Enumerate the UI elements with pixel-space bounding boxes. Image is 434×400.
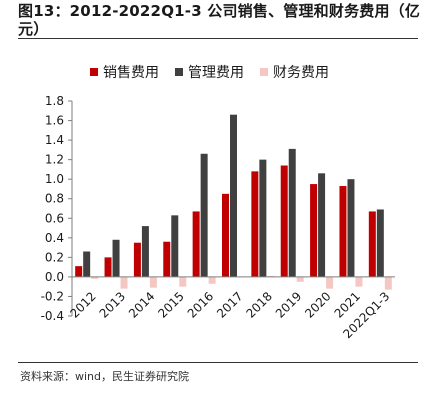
- bar-sales: [280, 165, 288, 277]
- source-note: 资料来源：wind，民生证券研究院: [20, 370, 190, 383]
- bar-admin: [318, 173, 326, 277]
- bar-sales: [192, 211, 200, 277]
- source-divider: [18, 362, 418, 363]
- legend-swatch-sales: [90, 68, 98, 76]
- bar-sales: [75, 266, 83, 277]
- y-tick-label: 0.0: [45, 270, 64, 284]
- bar-finance: [179, 276, 187, 287]
- x-tick-label: 2016: [185, 289, 216, 320]
- legend-label-admin: 管理费用: [188, 65, 244, 81]
- bar-admin: [141, 226, 149, 277]
- bar-admin: [83, 251, 91, 277]
- bar-finance: [355, 276, 363, 287]
- bar-sales: [339, 186, 347, 277]
- x-tick-label: 2020: [302, 289, 333, 320]
- legend-label-sales: 销售费用: [103, 65, 159, 81]
- bar-admin: [259, 159, 267, 277]
- bar-sales: [310, 184, 318, 277]
- bar-admin: [112, 239, 120, 277]
- y-tick-label: 1.0: [45, 172, 64, 186]
- x-tick-label: 2019: [273, 289, 304, 320]
- bar-sales: [163, 241, 171, 277]
- legend-item-admin: 管理费用: [175, 62, 244, 82]
- bar-sales: [104, 257, 112, 277]
- y-tick-label: -0.4: [41, 309, 64, 323]
- y-tick-label: 0.8: [45, 192, 64, 206]
- legend-swatch-finance: [260, 68, 268, 76]
- bar-admin: [347, 179, 355, 277]
- y-tick-label: 0.4: [45, 231, 64, 245]
- y-tick-label: 1.4: [45, 133, 64, 147]
- bar-sales: [251, 171, 259, 277]
- bar-finance: [326, 276, 334, 289]
- y-tick-label: 1.6: [45, 114, 64, 128]
- y-tick-label: 1.8: [45, 94, 64, 108]
- bar-sales: [368, 211, 376, 277]
- x-tick-label: 2015: [155, 289, 186, 320]
- bar-admin: [230, 114, 237, 277]
- bar-admin: [200, 153, 208, 277]
- bar-admin: [288, 148, 296, 277]
- legend-item-sales: 销售费用: [90, 62, 159, 82]
- chart-legend: 销售费用 管理费用 财务费用: [90, 62, 329, 82]
- x-tick-label: 2017: [214, 289, 245, 320]
- bar-admin: [171, 215, 179, 277]
- legend-label-finance: 财务费用: [273, 65, 329, 81]
- y-tick-label: 0.6: [45, 211, 64, 225]
- chart-title: 图13：2012-2022Q1-3 公司销售、管理和财务费用（亿元）: [18, 2, 421, 38]
- bar-sales: [222, 193, 229, 277]
- bar-finance: [384, 276, 392, 290]
- bar-finance: [91, 276, 99, 279]
- x-tick-label: 2018: [243, 289, 274, 320]
- bar-sales: [133, 242, 141, 277]
- bar-finance: [296, 276, 304, 282]
- x-tick-label: 2014: [126, 289, 157, 320]
- y-tick-label: 0.2: [45, 250, 64, 264]
- x-tick-label: 2013: [97, 289, 128, 320]
- bar-admin: [376, 209, 384, 277]
- y-tick-label: -0.2: [41, 289, 64, 303]
- bar-finance: [208, 276, 216, 284]
- bar-finance: [149, 276, 157, 288]
- bar-finance: [120, 276, 128, 289]
- legend-item-finance: 财务费用: [260, 62, 329, 82]
- legend-swatch-admin: [175, 68, 183, 76]
- y-tick-label: 1.2: [45, 153, 64, 167]
- title-divider: [18, 38, 418, 39]
